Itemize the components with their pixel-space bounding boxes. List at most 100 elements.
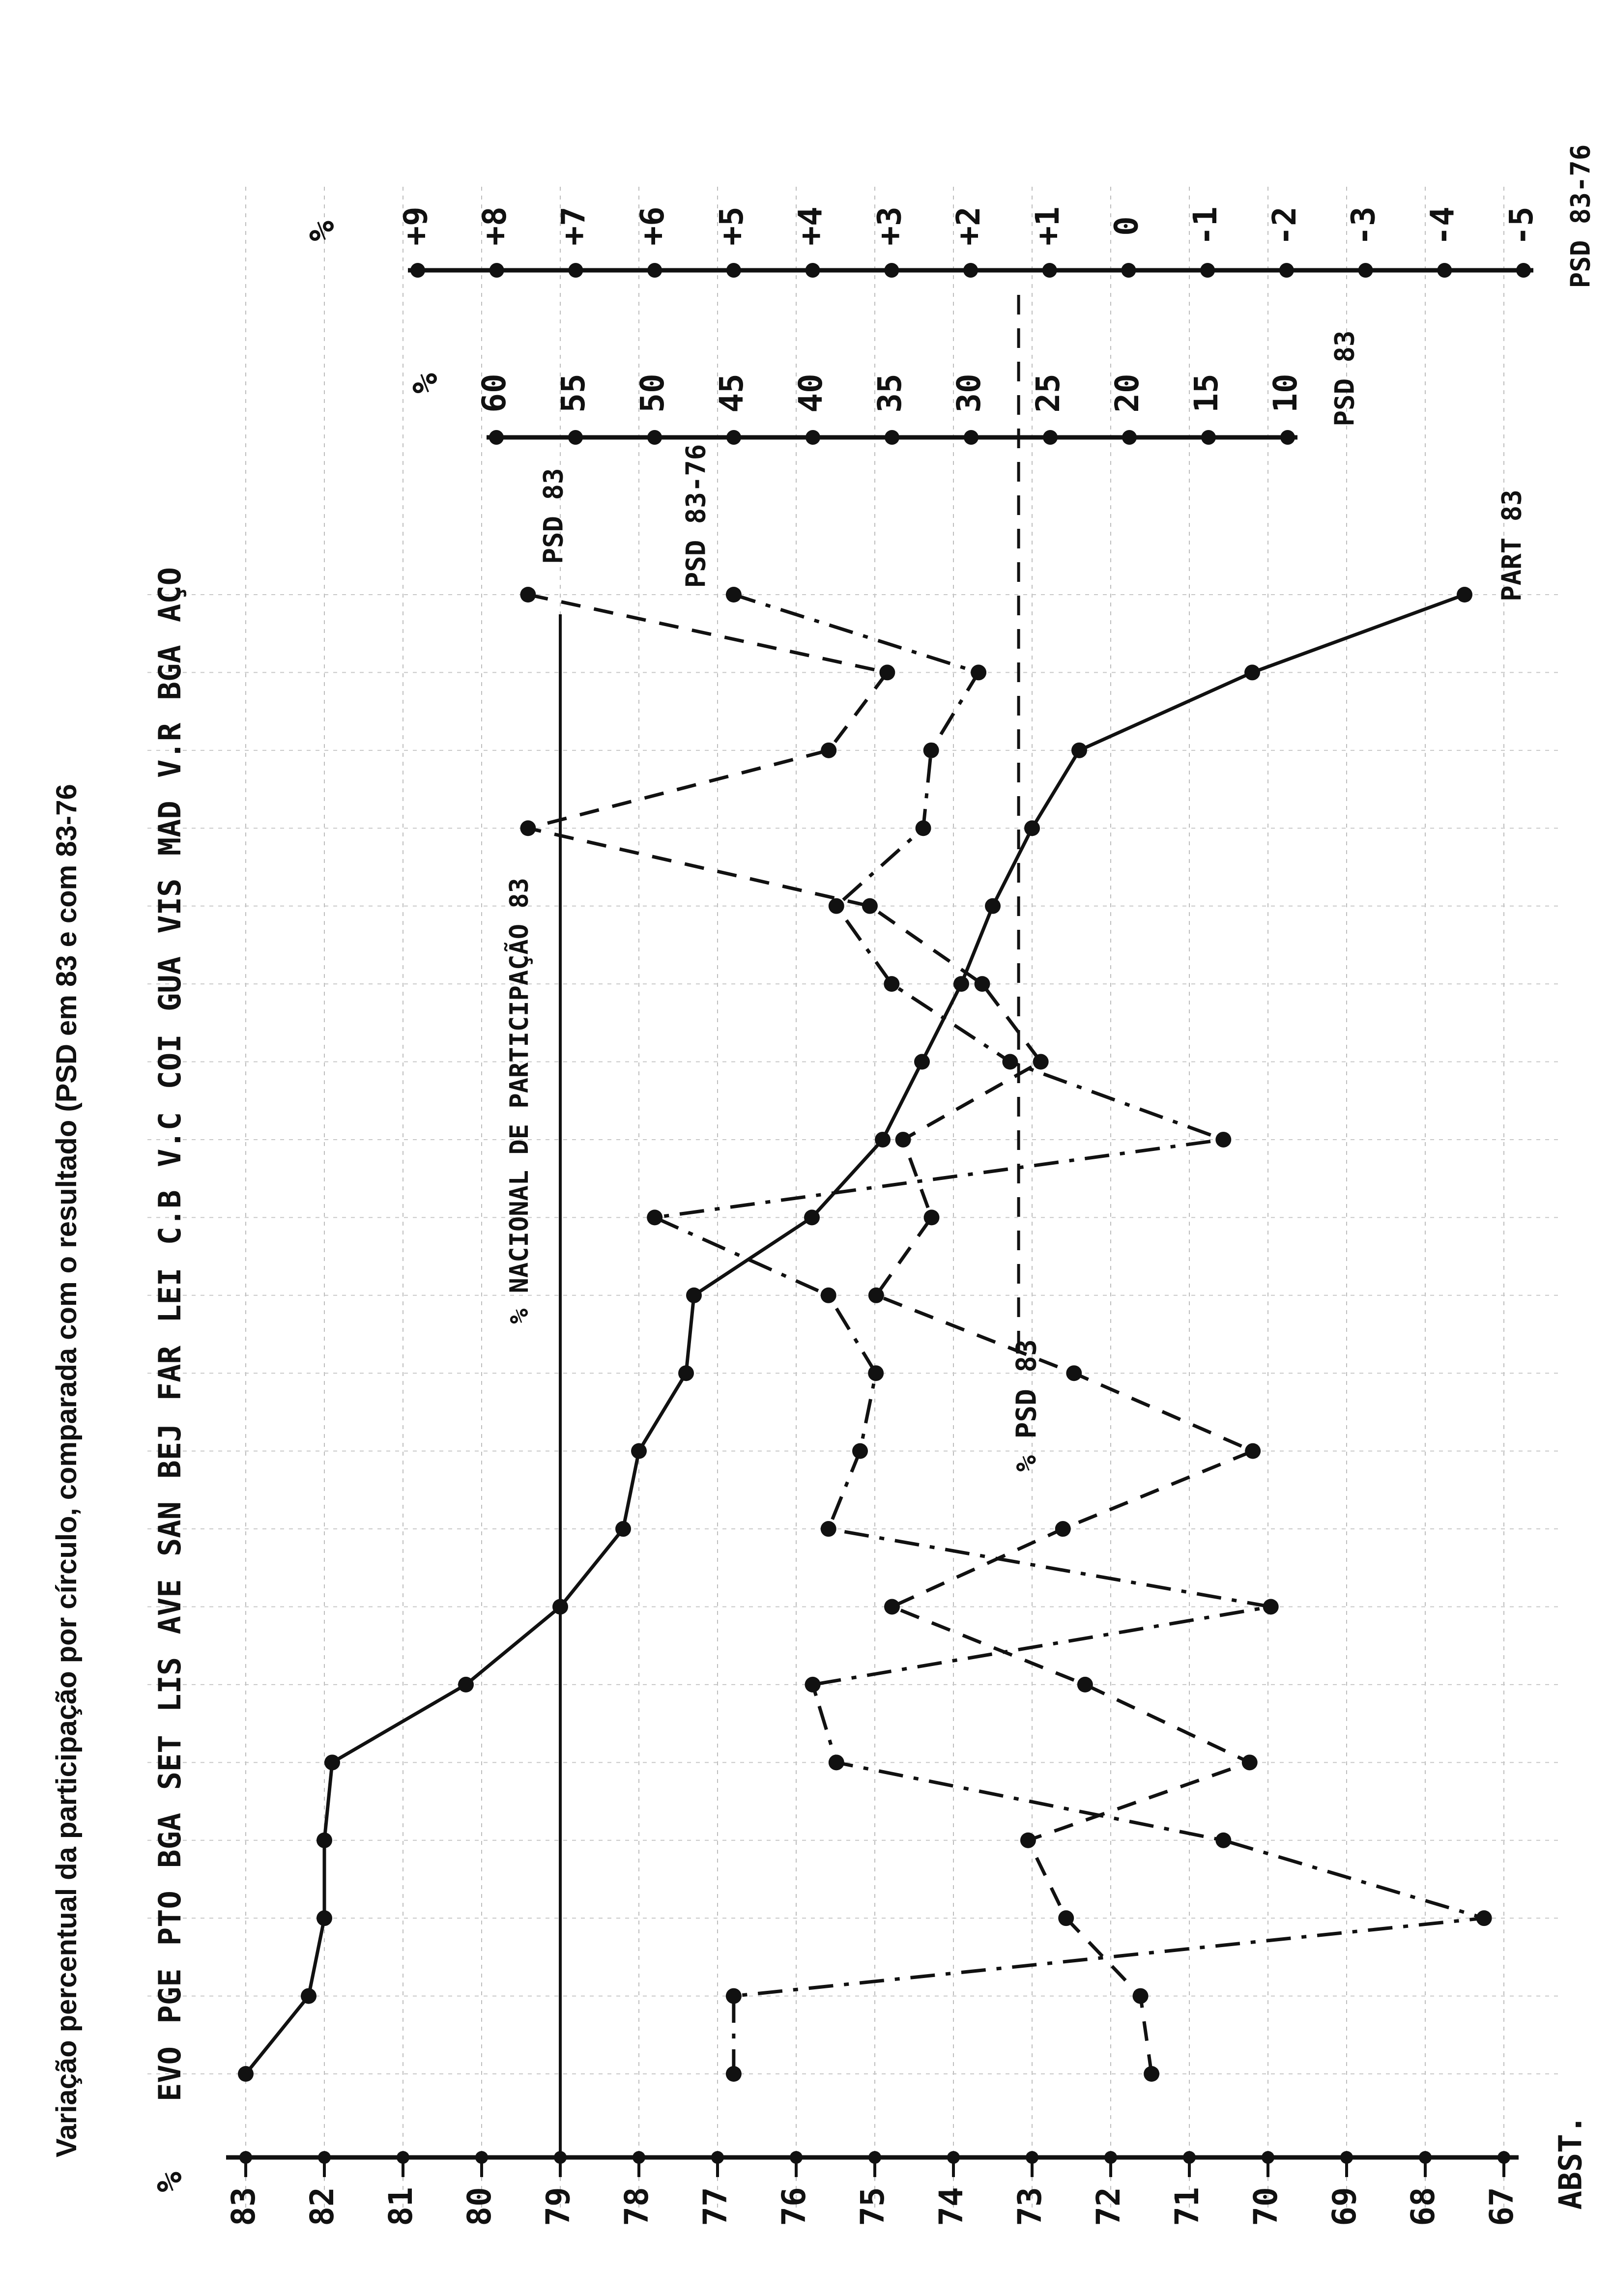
category-label: BGA — [152, 645, 188, 700]
psd83-series-label: PSD 83 — [538, 468, 569, 564]
data-point — [884, 1599, 900, 1615]
data-point — [895, 1131, 911, 1148]
psd8376-tick-label: +1 — [1029, 206, 1066, 245]
participation-tick-label: 72 — [1090, 2187, 1127, 2226]
psd8376-tick-dot — [726, 263, 741, 278]
participation-tick-label: 83 — [225, 2187, 262, 2226]
data-point — [923, 742, 939, 758]
category-label: VIS — [152, 879, 188, 934]
data-point — [953, 976, 969, 992]
data-point — [971, 664, 987, 681]
data-point — [1215, 1131, 1232, 1148]
series — [238, 587, 1492, 2082]
axes: % ABST. 83 82 81 80 79 78 77 76 75 74 73 72 71 70 69 68 67… — [149, 144, 1596, 2226]
data-point — [985, 898, 1001, 914]
data-point — [884, 976, 900, 992]
psd8376-tick-label: +7 — [554, 206, 592, 245]
psd8376-tick-label: +5 — [713, 206, 750, 245]
participation-axis-label: % — [149, 2172, 190, 2192]
participation-tick-label: 77 — [696, 2187, 734, 2226]
data-point — [868, 1287, 884, 1303]
part83-series-label: PART 83 — [1497, 489, 1527, 602]
data-point — [1263, 1599, 1279, 1615]
data-point — [1077, 1676, 1093, 1693]
psd83-tick-dot — [726, 430, 741, 445]
participation-tick-label: 68 — [1404, 2187, 1442, 2226]
data-point — [631, 1443, 647, 1459]
psd8376-tick-dot — [963, 263, 978, 278]
data-point — [1144, 2066, 1160, 2082]
psd8376-tick-label: -3 — [1345, 206, 1382, 245]
psd83-tick-dot — [1043, 430, 1058, 445]
category-label: V.R — [152, 722, 188, 778]
data-point — [821, 742, 837, 758]
psd83-tick-label: 10 — [1267, 373, 1304, 412]
data-point — [915, 820, 931, 836]
psd83-tick-label: 35 — [871, 373, 909, 412]
data-point — [804, 1209, 820, 1226]
participation-axis-bottom-label: ABST. — [1553, 2115, 1589, 2210]
data-point — [458, 1676, 474, 1693]
category-label: LIS — [152, 1657, 188, 1712]
series-line-psd-83 — [527, 593, 1258, 2074]
data-point — [862, 898, 878, 914]
psd8376-tick-label: +8 — [476, 206, 514, 245]
chart-title: Variação percentual da participação por … — [51, 784, 83, 2157]
psd83-tick-label: 60 — [475, 373, 513, 412]
data-point — [820, 1287, 836, 1303]
data-point — [1457, 587, 1472, 603]
psd83-tick-label: 40 — [792, 373, 830, 412]
psd83-tick-label: 20 — [1108, 373, 1146, 412]
grid — [147, 187, 1563, 2211]
participation-tick-label: 81 — [382, 2187, 420, 2226]
psd8376-axis-label: % — [302, 221, 342, 241]
category-label: FAR — [152, 1346, 188, 1401]
psd83-tick-label: 30 — [950, 373, 988, 412]
data-point — [875, 1131, 891, 1148]
psd8376-tick-label: +6 — [633, 206, 671, 245]
psd8376-tick-dot — [410, 263, 425, 278]
participation-tick-label: 75 — [854, 2187, 892, 2226]
data-point — [868, 1365, 884, 1381]
series-line-psd-83-76 — [648, 593, 1485, 2074]
psd8376-tick-label: -5 — [1502, 206, 1540, 245]
category-label: BEJ — [152, 1424, 188, 1479]
psd8376-tick-label: -1 — [1186, 206, 1224, 245]
data-point — [725, 1988, 742, 2004]
data-point — [1033, 1054, 1049, 1070]
data-point — [805, 1676, 821, 1693]
psd83-tick-label: 50 — [633, 373, 671, 412]
psd8376-tick-label: -4 — [1423, 206, 1461, 245]
psd83-tick-label: 15 — [1187, 373, 1225, 412]
category-label: SAN — [152, 1501, 188, 1556]
psd83-tick-dot — [489, 430, 504, 445]
data-point — [828, 1754, 844, 1771]
psd83-tick-dot — [806, 430, 820, 445]
data-point — [879, 664, 895, 681]
psd8376-tick-dot — [1358, 263, 1373, 278]
psd8376-tick-label: +3 — [870, 206, 908, 245]
psd83-axis-caption: PSD 83 — [1329, 330, 1360, 426]
data-point — [1066, 1365, 1082, 1381]
psd8376-tick-label: +4 — [792, 206, 830, 245]
psd8376-tick-dot — [1200, 263, 1215, 278]
data-point — [974, 976, 990, 992]
psd8376-tick-label: +9 — [397, 206, 434, 245]
psd8376-series-label: PSD 83-76 — [681, 444, 712, 588]
psd83-tick-label: 25 — [1029, 373, 1067, 412]
psd83-tick-dot — [885, 430, 899, 445]
category-label: V.C — [152, 1112, 188, 1167]
data-point — [1245, 1443, 1261, 1459]
data-point — [1058, 1910, 1074, 1926]
participation-tick-label: 78 — [618, 2187, 656, 2226]
data-point — [725, 587, 742, 603]
category-label: PTO — [152, 1891, 188, 1946]
data-point — [686, 1287, 702, 1303]
category-label: LEI — [152, 1268, 188, 1323]
psd8376-tick-dot — [1279, 263, 1294, 278]
data-point — [820, 1521, 836, 1537]
psd83-tick-dot — [1280, 430, 1295, 445]
participation-tick-label: 74 — [932, 2187, 970, 2226]
psd8376-tick-dot — [1042, 263, 1057, 278]
